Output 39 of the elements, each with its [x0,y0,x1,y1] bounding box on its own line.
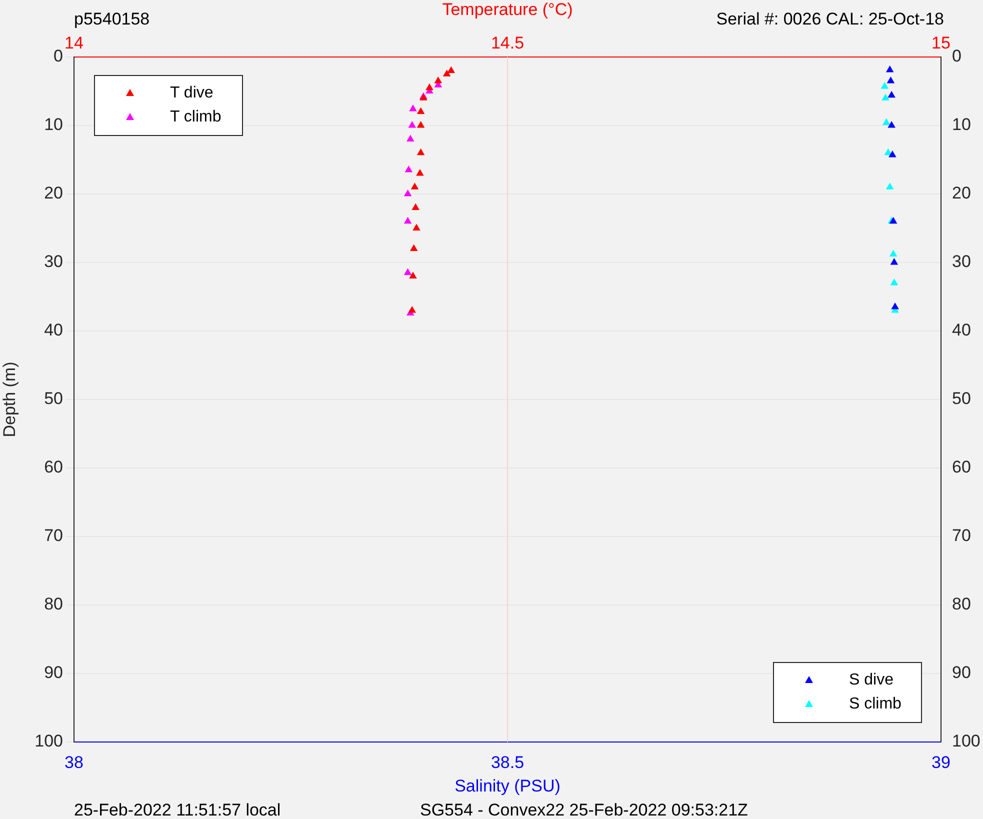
legend-label: S dive [849,671,894,688]
y-tick-label: 90 [44,663,63,682]
x-axis-title: Salinity (PSU) [454,776,560,796]
text: 25-Feb-2022 11:51:57 local [74,800,281,819]
y-tick-label: 70 [44,526,63,546]
y-tick-label: 20 [44,184,63,203]
x2-tick-label: 15 [932,33,950,52]
y2-tick-label: 30 [952,252,971,272]
x-tick-label: 39 [932,752,950,772]
legend-label: T dive [170,84,214,102]
y2-tick-label: 50 [952,389,971,408]
y2-tick-label: 40 [952,320,971,340]
y-tick-label: 50 [44,389,63,408]
y-tick-label: 40 [44,320,63,340]
y-tick-label: 60 [44,458,63,477]
y2-tick-label: 20 [952,184,971,203]
y-tick-label: 10 [44,115,63,134]
text: Serial #: 0026 CAL: 25-Oct-18 [716,10,944,29]
y-tick-label: 100 [34,732,63,751]
y2-tick-label: 0 [952,46,962,66]
y2-tick-label: 60 [952,458,971,477]
x2-tick-label: 14 [64,33,84,52]
y2-tick-label: 90 [952,663,971,682]
x-tick-label: 38 [64,752,84,772]
legend-label: S climb [849,695,902,712]
text: SG554 - Convex22 25-Feb-2022 09:53:21Z [420,800,748,819]
y-tick-label: 80 [44,594,63,614]
y2-tick-label: 70 [952,526,971,546]
y2-tick-label: 10 [952,115,971,134]
y-axis-title: Depth (m) [0,362,19,438]
x-tick-label: 38.5 [490,752,524,772]
x2-axis-title: Temperature (°C) [442,0,573,19]
y-tick-label: 30 [44,252,63,272]
text: p5540158 [74,10,150,29]
y-tick-label: 0 [54,46,63,66]
legend-label: T climb [170,108,222,126]
y2-tick-label: 80 [952,594,971,614]
y2-tick-label: 100 [952,732,980,751]
x2-tick-label: 14.5 [490,33,524,52]
